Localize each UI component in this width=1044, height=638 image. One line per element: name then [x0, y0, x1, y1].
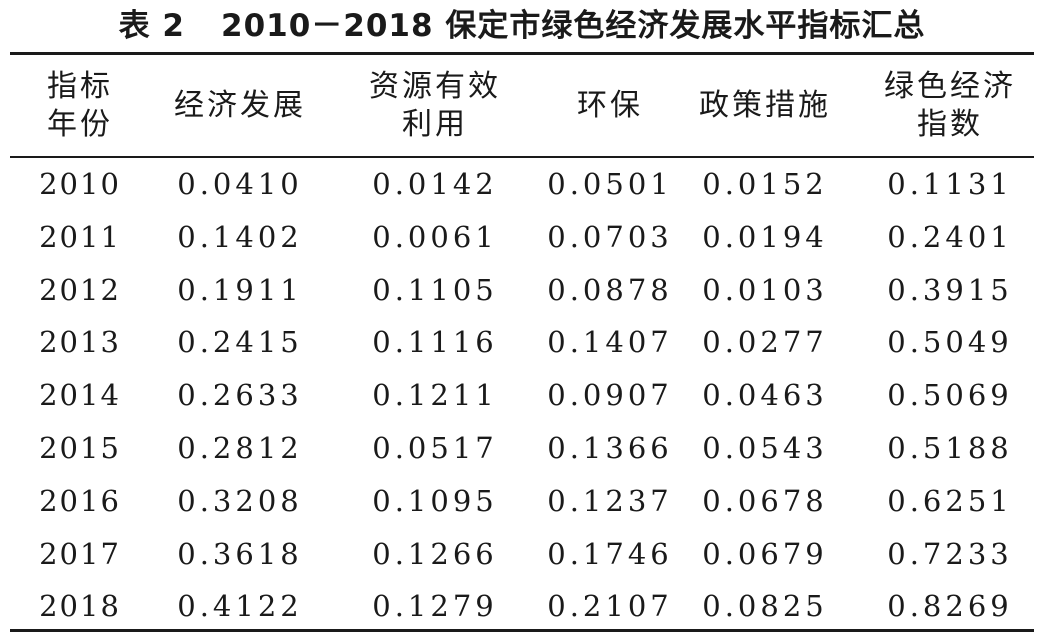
- cell-environmental-protection: 0.1407: [547, 325, 673, 360]
- cell-environmental-protection: 0.0878: [547, 272, 673, 307]
- header-year-indicator: 指标 年份: [20, 58, 140, 154]
- header-line: 政策措施: [699, 88, 831, 123]
- cell-resource-utilization: 0.1211: [372, 378, 498, 413]
- cell-green-economy-index: 0.5049: [887, 325, 1013, 360]
- header-environmental-protection: 环保: [520, 58, 700, 154]
- cell-green-economy-index: 0.6251: [887, 483, 1013, 518]
- cell-green-economy-index: 0.5069: [887, 378, 1013, 413]
- cell-policy-measures: 0.0103: [702, 272, 828, 307]
- table-row: 2017 0.3618 0.1266 0.1746 0.0679 0.7233: [0, 528, 1044, 581]
- header-resource-utilization: 资源有效 利用: [340, 58, 530, 154]
- table-row: 2013 0.2415 0.1116 0.1407 0.0277 0.5049: [0, 316, 1044, 369]
- cell-policy-measures: 0.0678: [702, 483, 828, 518]
- cell-resource-utilization: 0.1266: [372, 536, 498, 571]
- cell-year: 2013: [39, 325, 121, 360]
- header-line: 指标: [47, 69, 113, 104]
- cell-policy-measures: 0.0194: [702, 219, 828, 254]
- cell-green-economy-index: 0.8269: [887, 589, 1013, 624]
- cell-economic-development: 0.3208: [177, 483, 303, 518]
- cell-environmental-protection: 0.0703: [547, 219, 673, 254]
- cell-policy-measures: 0.0825: [702, 589, 828, 624]
- cell-environmental-protection: 0.1366: [547, 431, 673, 465]
- header-line: 绿色经济: [884, 69, 1016, 104]
- bottom-rule: [10, 629, 1034, 632]
- cell-environmental-protection: 0.1746: [547, 536, 673, 571]
- cell-year: 2017: [39, 536, 121, 571]
- cell-resource-utilization: 0.1279: [372, 589, 498, 624]
- cell-green-economy-index: 0.1131: [887, 167, 1013, 201]
- cell-year: 2012: [39, 272, 121, 307]
- cell-green-economy-index: 0.3915: [887, 272, 1013, 307]
- table-title: 2010－2018 保定市绿色经济发展水平指标汇总: [221, 8, 926, 44]
- table-row: 2015 0.2812 0.0517 0.1366 0.0543 0.5188: [0, 422, 1044, 475]
- cell-environmental-protection: 0.0501: [547, 167, 673, 201]
- cell-policy-measures: 0.0277: [702, 325, 828, 360]
- cell-resource-utilization: 0.0061: [372, 219, 498, 254]
- cell-resource-utilization: 0.1095: [372, 483, 498, 518]
- cell-environmental-protection: 0.0907: [547, 378, 673, 413]
- cell-year: 2018: [39, 589, 121, 624]
- cell-policy-measures: 0.0152: [702, 167, 828, 201]
- header-line: 环保: [577, 88, 643, 123]
- table-row: 2016 0.3208 0.1095 0.1237 0.0678 0.6251: [0, 475, 1044, 528]
- header-policy-measures: 政策措施: [690, 58, 840, 154]
- cell-policy-measures: 0.0679: [702, 536, 828, 571]
- header-green-economy-index: 绿色经济 指数: [860, 58, 1040, 154]
- cell-green-economy-index: 0.2401: [887, 219, 1013, 254]
- cell-resource-utilization: 0.0517: [372, 431, 498, 465]
- cell-economic-development: 0.2633: [177, 378, 303, 413]
- cell-economic-development: 0.2415: [177, 325, 303, 360]
- header-economic-development: 经济发展: [150, 58, 330, 154]
- cell-policy-measures: 0.0543: [702, 431, 828, 465]
- cell-year: 2010: [39, 167, 121, 201]
- header-line: 年份: [47, 107, 113, 142]
- table-row: 2018 0.4122 0.1279 0.2107 0.0825 0.8269: [0, 580, 1044, 633]
- header-rule: [10, 156, 1034, 158]
- cell-resource-utilization: 0.1116: [372, 325, 498, 360]
- top-rule: [10, 52, 1034, 55]
- cell-economic-development: 0.2812: [177, 431, 303, 465]
- cell-policy-measures: 0.0463: [702, 378, 828, 413]
- table-row: 2011 0.1402 0.0061 0.0703 0.0194 0.2401: [0, 211, 1044, 264]
- cell-resource-utilization: 0.1105: [372, 272, 498, 307]
- cell-economic-development: 0.0410: [177, 167, 303, 201]
- header-line: 资源有效: [369, 69, 501, 104]
- cell-year: 2016: [39, 483, 121, 518]
- cell-economic-development: 0.4122: [177, 589, 303, 624]
- header-line: 经济发展: [174, 88, 306, 123]
- table-row: 2014 0.2633 0.1211 0.0907 0.0463 0.5069: [0, 369, 1044, 422]
- cell-year: 2014: [39, 378, 121, 413]
- cell-economic-development: 0.1402: [177, 219, 303, 254]
- table-number: 表 2: [118, 8, 185, 44]
- cell-green-economy-index: 0.5188: [887, 431, 1013, 465]
- cell-resource-utilization: 0.0142: [372, 167, 498, 201]
- cell-economic-development: 0.1911: [177, 272, 303, 307]
- table-row: 2010 0.0410 0.0142 0.0501 0.0152 0.1131: [0, 158, 1044, 211]
- cell-environmental-protection: 0.1237: [547, 483, 673, 518]
- header-line: 利用: [402, 107, 468, 142]
- cell-year: 2015: [39, 431, 121, 465]
- cell-economic-development: 0.3618: [177, 536, 303, 571]
- table-row: 2012 0.1911 0.1105 0.0878 0.0103 0.3915: [0, 264, 1044, 317]
- cell-year: 2011: [39, 219, 121, 254]
- table-caption: 表 2 2010－2018 保定市绿色经济发展水平指标汇总: [0, 6, 1044, 46]
- header-line: 指数: [917, 107, 983, 142]
- cell-environmental-protection: 0.2107: [547, 589, 673, 624]
- cell-green-economy-index: 0.7233: [887, 536, 1013, 571]
